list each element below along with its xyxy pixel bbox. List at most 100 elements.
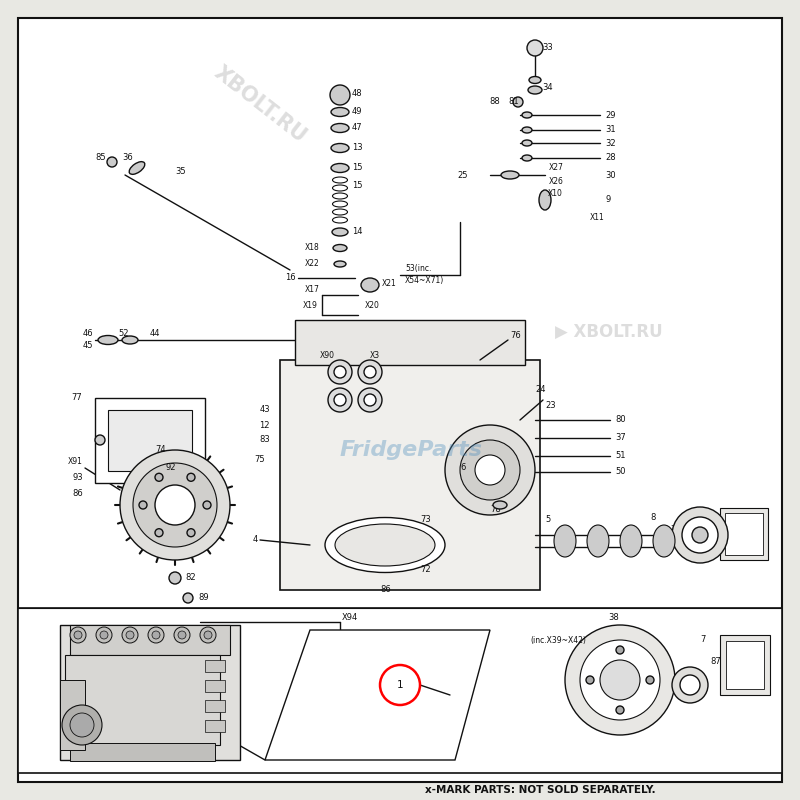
Text: 38: 38: [608, 614, 618, 622]
Ellipse shape: [122, 336, 138, 344]
Polygon shape: [265, 630, 490, 760]
Text: 16: 16: [286, 274, 296, 282]
Text: X90: X90: [320, 350, 335, 359]
Text: 78: 78: [490, 506, 501, 514]
Circle shape: [330, 85, 350, 105]
Text: 28: 28: [605, 154, 616, 162]
Ellipse shape: [653, 525, 675, 557]
Circle shape: [133, 463, 217, 547]
Circle shape: [155, 474, 163, 482]
Ellipse shape: [620, 525, 642, 557]
Circle shape: [200, 627, 216, 643]
Circle shape: [174, 627, 190, 643]
Text: 89: 89: [198, 594, 209, 602]
Circle shape: [169, 572, 181, 584]
Ellipse shape: [554, 525, 576, 557]
Text: 84: 84: [695, 514, 705, 522]
Bar: [65, 655, 220, 745]
Text: X22: X22: [306, 259, 320, 269]
Text: X91: X91: [68, 458, 83, 466]
Circle shape: [364, 366, 376, 378]
Text: X21: X21: [382, 278, 397, 287]
Circle shape: [148, 627, 164, 643]
Text: 87: 87: [710, 658, 721, 666]
Circle shape: [74, 631, 82, 639]
Text: X26: X26: [549, 178, 564, 186]
Circle shape: [204, 631, 212, 639]
Text: 25: 25: [458, 170, 468, 179]
Text: 9: 9: [605, 195, 610, 205]
Circle shape: [155, 485, 195, 525]
Bar: [108, 410, 192, 471]
Text: 35: 35: [175, 167, 186, 177]
Text: 73: 73: [420, 515, 430, 525]
Bar: [720, 635, 770, 695]
Circle shape: [107, 157, 117, 167]
Ellipse shape: [528, 86, 542, 94]
Ellipse shape: [335, 524, 435, 566]
Circle shape: [358, 360, 382, 384]
Text: FridgeParts: FridgeParts: [340, 440, 483, 460]
Text: 14: 14: [352, 227, 362, 237]
Circle shape: [328, 388, 352, 412]
Ellipse shape: [331, 163, 349, 173]
Circle shape: [672, 667, 708, 703]
Ellipse shape: [331, 107, 349, 117]
Circle shape: [672, 507, 728, 563]
Text: 29: 29: [605, 110, 615, 119]
Circle shape: [139, 501, 147, 509]
Circle shape: [155, 529, 163, 537]
Circle shape: [120, 450, 230, 560]
Text: 51: 51: [615, 451, 626, 461]
Circle shape: [513, 97, 523, 107]
Text: 81: 81: [508, 98, 518, 106]
Bar: [205, 680, 225, 692]
Ellipse shape: [522, 127, 532, 133]
Text: X11: X11: [590, 214, 605, 222]
Text: X17: X17: [305, 286, 320, 294]
Text: X10: X10: [548, 189, 563, 198]
Text: 76: 76: [510, 330, 521, 339]
Circle shape: [126, 631, 134, 639]
Text: X94: X94: [342, 614, 358, 622]
Ellipse shape: [587, 525, 609, 557]
Text: X2: X2: [185, 755, 196, 765]
Text: X27: X27: [549, 163, 564, 173]
Text: 43: 43: [259, 406, 270, 414]
Ellipse shape: [493, 501, 507, 509]
Text: 45: 45: [83, 341, 94, 350]
Ellipse shape: [332, 228, 348, 236]
Text: 32: 32: [605, 138, 616, 147]
Text: 4: 4: [253, 535, 258, 545]
Text: 74: 74: [155, 446, 166, 454]
Text: 24: 24: [535, 386, 546, 394]
Ellipse shape: [333, 245, 347, 251]
Circle shape: [586, 676, 594, 684]
Bar: [205, 720, 225, 732]
Text: 77: 77: [71, 394, 82, 402]
Text: 12: 12: [259, 421, 270, 430]
Text: 23: 23: [545, 401, 556, 410]
Circle shape: [328, 360, 352, 384]
Text: 8: 8: [650, 514, 655, 522]
Circle shape: [334, 394, 346, 406]
Ellipse shape: [98, 335, 118, 345]
Text: 33: 33: [542, 43, 553, 53]
Circle shape: [600, 660, 640, 700]
Ellipse shape: [361, 278, 379, 292]
Ellipse shape: [522, 140, 532, 146]
Ellipse shape: [475, 455, 505, 485]
Circle shape: [70, 627, 86, 643]
Text: X20: X20: [365, 301, 380, 310]
Circle shape: [96, 627, 112, 643]
Circle shape: [187, 529, 195, 537]
Text: 13: 13: [352, 143, 362, 153]
Ellipse shape: [129, 162, 145, 174]
Text: XBOLT.RU: XBOLT.RU: [210, 63, 310, 147]
Text: 83: 83: [259, 435, 270, 445]
Bar: [18, 608, 782, 773]
Text: X19: X19: [303, 301, 318, 310]
Bar: [280, 360, 540, 590]
Circle shape: [527, 40, 543, 56]
Text: 72: 72: [420, 566, 430, 574]
